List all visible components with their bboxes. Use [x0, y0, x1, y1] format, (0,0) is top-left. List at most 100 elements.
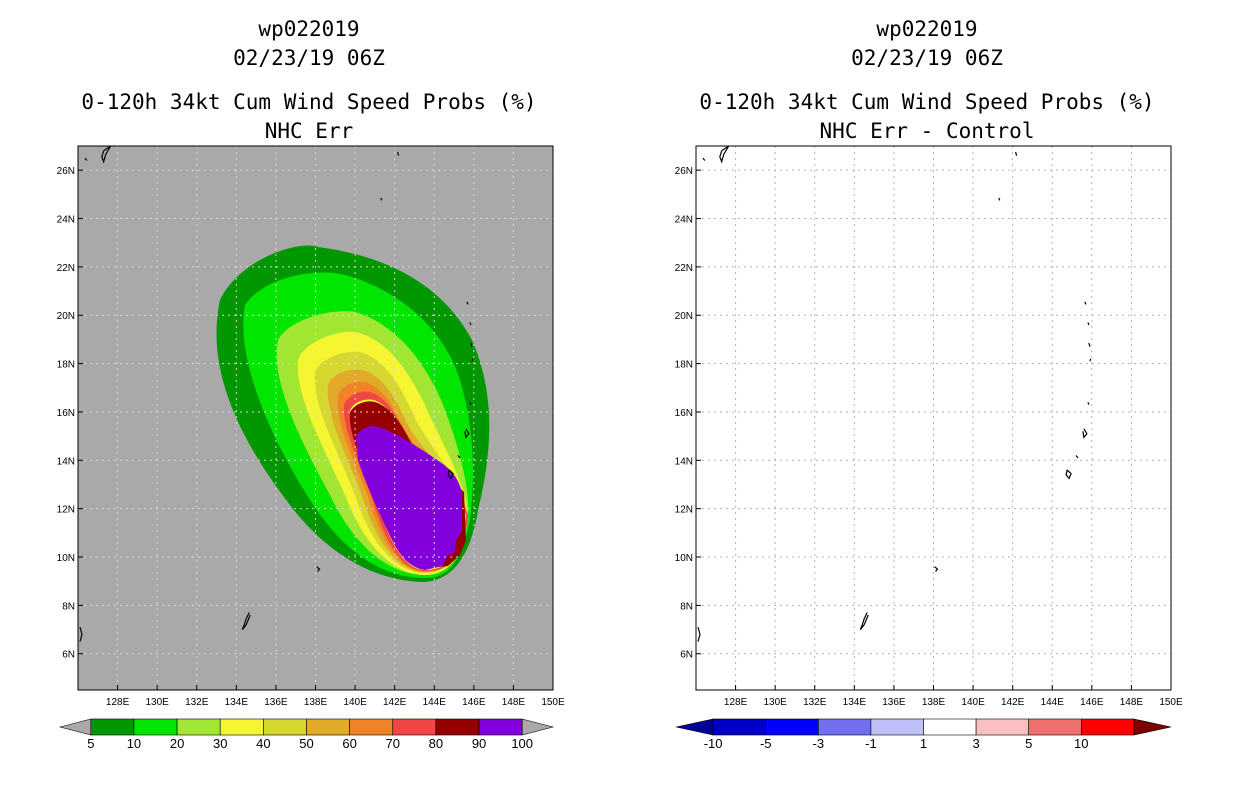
left-island-outline	[380, 197, 383, 201]
left-colorbar-swatch	[176, 718, 221, 736]
left-ytick-label: 6N	[62, 650, 75, 661]
contour-100	[356, 426, 462, 570]
left-island-outline	[469, 322, 472, 326]
left-xtick-label: 148E	[502, 697, 526, 708]
map-overlays: 128E 130E 132E 134E 136E 138E 140E 142E 144E 146E…	[57, 145, 1183, 708]
right-colorbar-label: -3	[812, 736, 825, 751]
left-xtick-label: 142E	[383, 697, 407, 708]
left-ytick-label: 16N	[57, 408, 75, 419]
right-island-outline	[1087, 402, 1090, 405]
left-island-outline	[464, 428, 470, 439]
right-colorbar-swatch	[765, 718, 819, 736]
left-ytick-label: 10N	[57, 553, 75, 564]
left-island-outline	[397, 151, 400, 156]
right-colorbar-label: -5	[759, 736, 772, 751]
right-island-outline	[1015, 151, 1018, 156]
right-colorbar-swatch	[818, 718, 872, 736]
right-island-outline	[697, 626, 701, 642]
right-ytick-label: 18N	[675, 360, 693, 371]
left-subtitle: NHC Err	[264, 119, 354, 143]
right-ytick-label: 26N	[675, 166, 693, 177]
right-ytick-label: 6N	[680, 650, 693, 661]
right-ytick-label: 14N	[675, 456, 693, 467]
right-island-outline	[1088, 342, 1091, 347]
left-colorbar-label: 90	[471, 736, 487, 751]
right-colorbar-swatch	[1080, 718, 1135, 736]
left-xtick-label: 130E	[145, 697, 169, 708]
left-ytick-label: 8N	[62, 601, 75, 612]
right-colorbar-label: 3	[972, 736, 980, 751]
left-ytick-label: 22N	[57, 263, 75, 274]
right-datetime: 02/23/19 06Z	[851, 46, 1003, 70]
right-xtick-label: 144E	[1041, 697, 1065, 708]
right-island-outline	[859, 612, 869, 630]
left-island-outline	[447, 469, 454, 480]
left-colorbar-swatch	[133, 718, 178, 736]
left-colorbar-over-arrow	[521, 718, 555, 736]
left-island-outline	[470, 342, 473, 347]
left-datetime: 02/23/19 06Z	[233, 46, 385, 70]
left-map-overlay: 128E 130E 132E 134E 136E 138E 140E 142E 144E 146E…	[57, 145, 565, 708]
right-colorbar	[675, 718, 1172, 736]
left-ytick-label: 12N	[57, 505, 75, 516]
right-map-overlay: 128E 130E 132E 134E 136E 138E 140E 142E 144E 146E…	[675, 145, 1183, 708]
right-colorbar-swatch	[1028, 718, 1082, 736]
left-colorbar-label: 40	[256, 736, 271, 751]
right-colorbar-label: 10	[1074, 736, 1089, 751]
right-colorbar-label: 1	[919, 736, 928, 751]
left-island-outline	[241, 612, 251, 630]
right-island-outline	[1084, 301, 1087, 305]
left-ytick-label: 20N	[57, 311, 75, 322]
left-colorbar-label: 30	[212, 736, 228, 751]
left-probability-contours	[216, 245, 490, 582]
left-colorbar-label: 100	[511, 736, 534, 751]
left-storm-id: wp022019	[258, 17, 360, 41]
left-colorbar-label: 60	[342, 736, 357, 751]
right-colorbar-label: -1	[865, 736, 877, 751]
right-ytick-label: 12N	[675, 505, 693, 516]
left-ytick-label: 18N	[57, 360, 75, 371]
right-xtick-label: 142E	[1001, 697, 1025, 708]
right-colorbar-label: 5	[1025, 736, 1033, 751]
right-subtitle: NHC Err - Control	[819, 119, 1035, 143]
right-ytick-label: 16N	[675, 408, 693, 419]
right-island-outline	[1089, 358, 1092, 362]
right-ytick-label: 20N	[675, 311, 693, 322]
right-ytick-label: 8N	[680, 601, 693, 612]
left-colorbar	[58, 718, 555, 736]
right-xtick-label: 148E	[1120, 697, 1144, 708]
right-xtick-label: 132E	[803, 697, 827, 708]
right-ytick-label: 22N	[675, 263, 693, 274]
left-colorbar-swatch	[435, 718, 480, 736]
left-ytick-label: 26N	[57, 166, 75, 177]
left-ytick-label: 14N	[57, 456, 75, 467]
right-ytick-label: 10N	[675, 553, 693, 564]
right-colorbar-under-arrow	[675, 718, 714, 736]
left-ytick-label: 24N	[57, 215, 75, 226]
left-colorbar-swatch	[349, 718, 394, 736]
left-colorbar-swatch	[263, 718, 307, 736]
left-colorbar-swatch	[392, 718, 437, 736]
right-island-outline	[1087, 322, 1090, 326]
left-xtick-label: 128E	[106, 697, 130, 708]
right-island-outline	[1082, 428, 1088, 439]
right-xtick-label: 150E	[1159, 697, 1183, 708]
right-colorbar-label: -10	[703, 736, 723, 751]
left-island-outline	[84, 157, 88, 161]
left-colorbar-label: 70	[385, 736, 400, 751]
left-xtick-label: 138E	[304, 697, 328, 708]
left-island-outline	[466, 301, 469, 305]
left-colorbar-label: 50	[299, 736, 314, 751]
right-island-outline	[719, 145, 730, 164]
right-colorbar-swatch	[712, 718, 767, 736]
left-island-outline	[101, 145, 112, 164]
right-xtick-label: 146E	[1080, 697, 1104, 708]
right-xtick-label: 140E	[961, 697, 985, 708]
right-colorbar-swatch	[923, 718, 977, 736]
right-xtick-label: 134E	[843, 697, 867, 708]
left-colorbar-swatch	[478, 718, 523, 736]
left-colorbar-label: 80	[428, 736, 444, 751]
right-island-outline	[1075, 455, 1079, 459]
right-colorbar-swatch	[870, 718, 924, 736]
